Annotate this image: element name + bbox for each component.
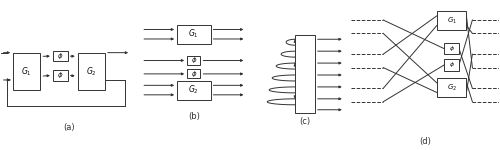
Text: (b): (b)	[188, 112, 200, 121]
Bar	[436, 78, 466, 97]
Text: (a): (a)	[63, 123, 75, 132]
Bar	[78, 53, 105, 90]
Bar	[436, 11, 466, 30]
Bar	[177, 25, 210, 44]
Text: (d): (d)	[419, 137, 431, 146]
Bar	[13, 53, 40, 90]
Bar	[53, 51, 68, 61]
Text: $G_2$: $G_2$	[446, 82, 456, 93]
Bar	[187, 69, 200, 78]
Bar	[444, 43, 459, 54]
Text: (c): (c)	[300, 117, 310, 126]
Text: $\phi$: $\phi$	[448, 44, 454, 53]
Text: $\phi$: $\phi$	[448, 60, 454, 69]
Text: $G_1$: $G_1$	[446, 16, 456, 26]
Bar	[295, 35, 315, 113]
Text: $G_1$: $G_1$	[188, 28, 199, 40]
Text: $G_2$: $G_2$	[188, 84, 199, 96]
Bar	[444, 59, 459, 70]
Text: $\phi$: $\phi$	[190, 69, 197, 79]
Text: $\phi$: $\phi$	[190, 56, 197, 66]
Text: $G_1$: $G_1$	[22, 65, 32, 78]
Bar	[53, 70, 68, 81]
Bar	[187, 56, 200, 65]
Text: $\phi$: $\phi$	[57, 70, 64, 80]
Text: $\phi$: $\phi$	[57, 51, 64, 61]
Bar	[177, 81, 210, 100]
Text: $G_2$: $G_2$	[86, 65, 97, 78]
